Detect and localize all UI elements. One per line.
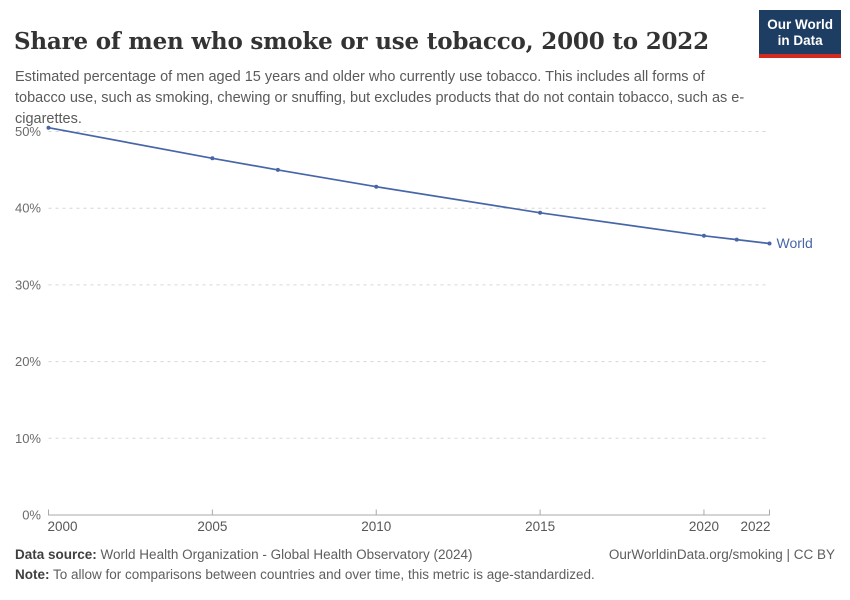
y-axis-tick-label: 20% [15, 354, 41, 369]
datasource-label: Data source: [15, 547, 97, 562]
y-axis-tick-label: 40% [15, 201, 41, 216]
chart-footer: OurWorldinData.org/smoking | CC BY Data … [15, 547, 835, 562]
chart-title: Share of men who smoke or use tobacco, 2… [14, 28, 709, 56]
owid-logo[interactable]: Our World in Data [759, 10, 841, 58]
datasource-text: World Health Organization - Global Healt… [100, 547, 473, 562]
data-point-marker [734, 237, 739, 242]
chart-subtitle: Estimated percentage of men aged 15 year… [15, 68, 745, 127]
x-axis-tick-label: 2010 [361, 519, 391, 534]
data-point-marker [210, 156, 215, 161]
y-axis-tick-label: 0% [22, 508, 41, 523]
x-axis-tick-label: 2022 [740, 519, 770, 534]
license-link[interactable]: OurWorldinData.org/smoking | CC BY [608, 547, 835, 562]
data-point-marker [701, 233, 706, 238]
owid-logo-line2: in Data [777, 33, 823, 48]
owid-logo-line1: Our World [767, 17, 833, 32]
x-axis-tick-label: 2000 [48, 519, 78, 534]
data-point-marker [275, 167, 280, 172]
data-point-marker [767, 241, 772, 246]
x-axis-tick-label: 2005 [197, 519, 227, 534]
x-axis-tick-label: 2015 [525, 519, 555, 534]
y-axis-tick-label: 50% [15, 124, 41, 139]
x-axis-tick-label: 2020 [689, 519, 719, 534]
data-point-marker [46, 125, 51, 130]
data-point-marker [374, 184, 379, 189]
y-axis-tick-label: 30% [15, 277, 41, 292]
series-end-label: World [777, 235, 813, 251]
note-label: Note: [15, 567, 50, 582]
note-text: To allow for comparisons between countri… [53, 567, 595, 582]
y-axis-tick-label: 10% [15, 431, 41, 446]
data-point-marker [538, 210, 543, 215]
series-line-world [47, 126, 771, 245]
chart-note: Note: To allow for comparisons between c… [15, 567, 835, 582]
